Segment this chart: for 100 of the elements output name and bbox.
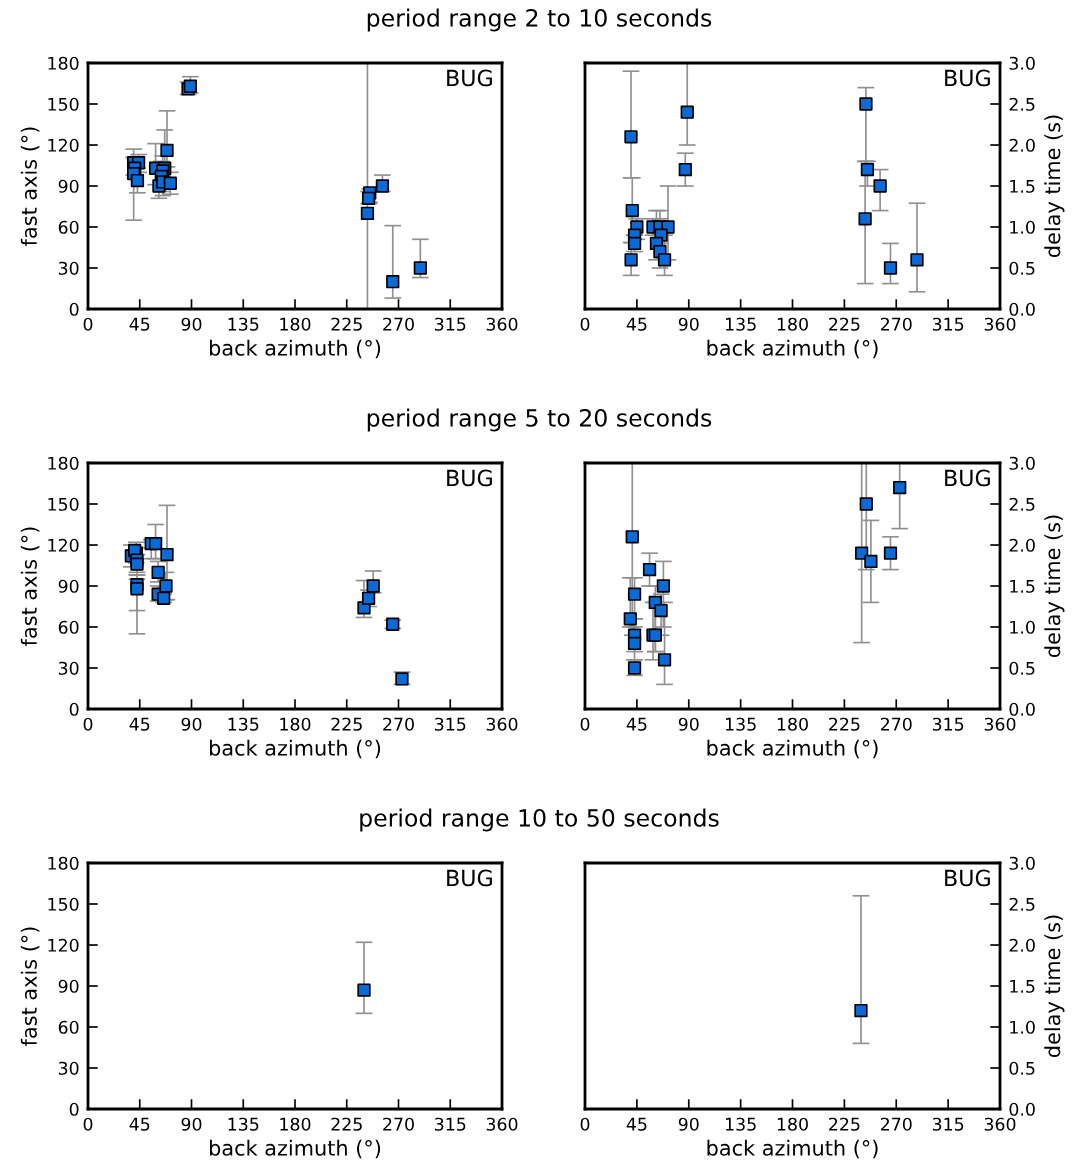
y-tick-label: 30 (58, 261, 79, 275)
y2-tick-label: 2.0 (1009, 938, 1035, 952)
y2-tick-label: 2.0 (1009, 138, 1035, 152)
chart-title: period range 5 to 20 seconds (367, 408, 712, 432)
x-tick-label: 270 (880, 317, 912, 331)
x-tick-label: 225 (331, 317, 362, 331)
y2-tick-label: 0.5 (1009, 661, 1035, 675)
x-tick-label: 90 (181, 1117, 202, 1131)
x-tick-label: 315 (932, 1117, 964, 1131)
y2-tick-label: 3.0 (1009, 856, 1035, 870)
x-tick-label: 135 (228, 717, 259, 731)
y-tick-label: 30 (58, 661, 79, 675)
x-tick-label: 270 (383, 1117, 414, 1131)
x-tick-label: 45 (626, 717, 647, 731)
y2-tick-label: 0.0 (1009, 302, 1035, 316)
annotation: BUG (447, 869, 492, 887)
x-tick-label: 270 (880, 717, 912, 731)
x-tick-label: 270 (383, 717, 414, 731)
y2-tick-label: 2.5 (1009, 897, 1035, 911)
annotation: BUG (945, 69, 990, 87)
x-tick-label: 360 (984, 717, 1016, 731)
y2-tick-label: 2.0 (1009, 538, 1035, 552)
y-axis-title: fast axis (°) (20, 527, 40, 646)
y2-tick-label: 0.5 (1009, 1061, 1035, 1075)
x-axis-title: back azimuth (°) (707, 1139, 878, 1159)
y2-tick-label: 1.5 (1010, 579, 1035, 593)
y2-tick-label: 1.0 (1010, 620, 1035, 634)
x-tick-label: 315 (435, 717, 466, 731)
x-tick-label: 135 (725, 717, 756, 731)
x-tick-label: 180 (777, 1117, 808, 1131)
annotation: BUG (945, 469, 990, 487)
x-tick-label: 90 (678, 317, 699, 331)
x-tick-label: 180 (777, 317, 808, 331)
y2-tick-label: 1.0 (1010, 220, 1035, 234)
y2-tick-label: 2.5 (1009, 97, 1035, 111)
y-tick-label: 90 (58, 179, 79, 193)
y-tick-label: 150 (48, 497, 79, 511)
x-tick-label: 360 (486, 1117, 518, 1131)
x-tick-label: 225 (829, 717, 860, 731)
x-tick-label: 225 (331, 1117, 362, 1131)
y2-tick-label: 1.5 (1010, 179, 1035, 193)
x-tick-label: 45 (626, 317, 647, 331)
y2-tick-label: 0.5 (1009, 261, 1035, 275)
y2-tick-label: 0.0 (1009, 702, 1035, 716)
chart-title: period range 10 to 50 seconds (360, 808, 719, 832)
y2-axis-title: delay time (s) (1044, 915, 1065, 1058)
x-tick-label: 45 (129, 717, 150, 731)
y-axis-title: fast axis (°) (20, 927, 40, 1046)
x-tick-label: 225 (331, 717, 362, 731)
y-tick-label: 150 (48, 97, 79, 111)
x-tick-label: 0 (580, 317, 590, 331)
y2-tick-label: 1.0 (1010, 1020, 1035, 1034)
x-tick-label: 315 (932, 317, 964, 331)
annotation: BUG (945, 869, 990, 887)
x-tick-label: 315 (435, 1117, 466, 1131)
annotation: BUG (447, 469, 492, 487)
x-tick-label: 135 (228, 1117, 259, 1131)
chart-title: period range 2 to 10 seconds (367, 8, 712, 32)
x-tick-label: 0 (83, 317, 93, 331)
x-tick-label: 45 (129, 1117, 150, 1131)
x-tick-label: 0 (580, 1117, 590, 1131)
x-tick-label: 360 (486, 317, 518, 331)
y-tick-label: 30 (58, 1061, 79, 1075)
y-tick-label: 0 (69, 302, 79, 316)
y-axis-title: fast axis (°) (20, 127, 40, 246)
y-tick-label: 0 (69, 702, 79, 716)
y2-tick-label: 2.5 (1009, 497, 1035, 511)
x-tick-label: 135 (228, 317, 259, 331)
y2-axis-title: delay time (s) (1044, 115, 1065, 258)
x-tick-label: 0 (580, 717, 590, 731)
x-tick-label: 90 (678, 1117, 699, 1131)
x-tick-label: 0 (83, 1117, 93, 1131)
x-tick-label: 360 (486, 717, 518, 731)
y2-tick-label: 3.0 (1009, 56, 1035, 70)
y2-tick-label: 1.5 (1010, 979, 1035, 993)
y-tick-label: 180 (48, 56, 79, 70)
y-tick-label: 90 (58, 579, 79, 593)
y-tick-label: 90 (58, 979, 79, 993)
y-tick-label: 120 (48, 138, 79, 152)
x-tick-label: 270 (383, 317, 414, 331)
x-tick-label: 225 (829, 1117, 860, 1131)
x-tick-label: 315 (932, 717, 964, 731)
x-tick-label: 180 (280, 317, 311, 331)
y-tick-label: 180 (48, 456, 79, 470)
x-axis-title: back azimuth (°) (210, 339, 381, 359)
y2-tick-label: 0.0 (1009, 1102, 1035, 1116)
x-tick-label: 135 (725, 1117, 756, 1131)
x-tick-label: 90 (678, 717, 699, 731)
y2-axis-title: delay time (s) (1044, 515, 1065, 658)
x-tick-label: 270 (880, 1117, 912, 1131)
y-tick-label: 180 (48, 856, 79, 870)
x-tick-label: 45 (626, 1117, 647, 1131)
x-tick-label: 315 (435, 317, 466, 331)
y-tick-label: 60 (58, 1020, 79, 1034)
x-axis-title: back azimuth (°) (707, 339, 878, 359)
x-axis-title: back azimuth (°) (707, 739, 878, 759)
x-tick-label: 360 (984, 317, 1016, 331)
y-tick-label: 60 (58, 620, 79, 634)
y-tick-label: 150 (48, 897, 79, 911)
annotation: BUG (447, 69, 492, 87)
